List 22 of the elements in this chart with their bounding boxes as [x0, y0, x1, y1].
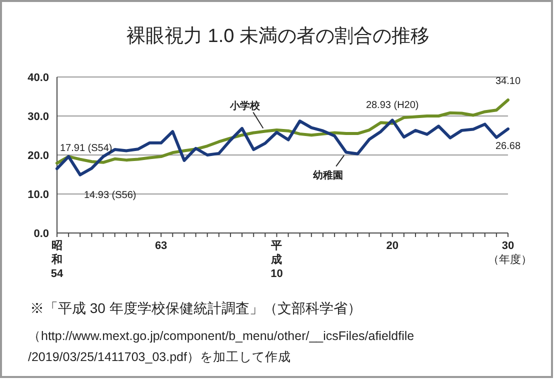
x-tick-label: 30 [502, 240, 514, 252]
x-axis-title: （年度） [488, 253, 532, 266]
y-tick-label: 10.0 [28, 189, 49, 201]
annotation: 28.93 (H20) [366, 100, 419, 112]
annotation: 17.91 (S54) [60, 143, 112, 154]
y-tick-label: 0.0 [34, 228, 49, 240]
y-tick-label: 30.0 [28, 111, 49, 123]
annotation: 34.10 [495, 76, 521, 88]
x-tick-label: 63 [154, 240, 168, 252]
text: （http://www.mext.go.jp/component/b_menu/other/__icsFiles/afieldfile [28, 329, 414, 343]
chart-title: 裸眼視力 1.0 未満の者の割合の推移 [126, 26, 430, 47]
series-label: 幼稚園 [312, 169, 344, 182]
x-tick-label: 20 [386, 240, 398, 252]
text: ※「平成 30 年度学校保健統計調査」（文部科学省） [30, 300, 362, 316]
x-tick-label: 昭和54 [50, 240, 64, 280]
annotation: 26.68 [495, 140, 521, 152]
text: /2019/03/25/1411703_03.pdf）を加工して作成 [28, 350, 291, 364]
y-tick-label: 20.0 [28, 150, 49, 162]
series-label: 小学校 [229, 100, 262, 112]
x-tick-label: 平成10 [270, 240, 283, 280]
annotation: 14.93 (S56) [84, 190, 136, 201]
y-tick-label: 40.0 [28, 72, 49, 84]
